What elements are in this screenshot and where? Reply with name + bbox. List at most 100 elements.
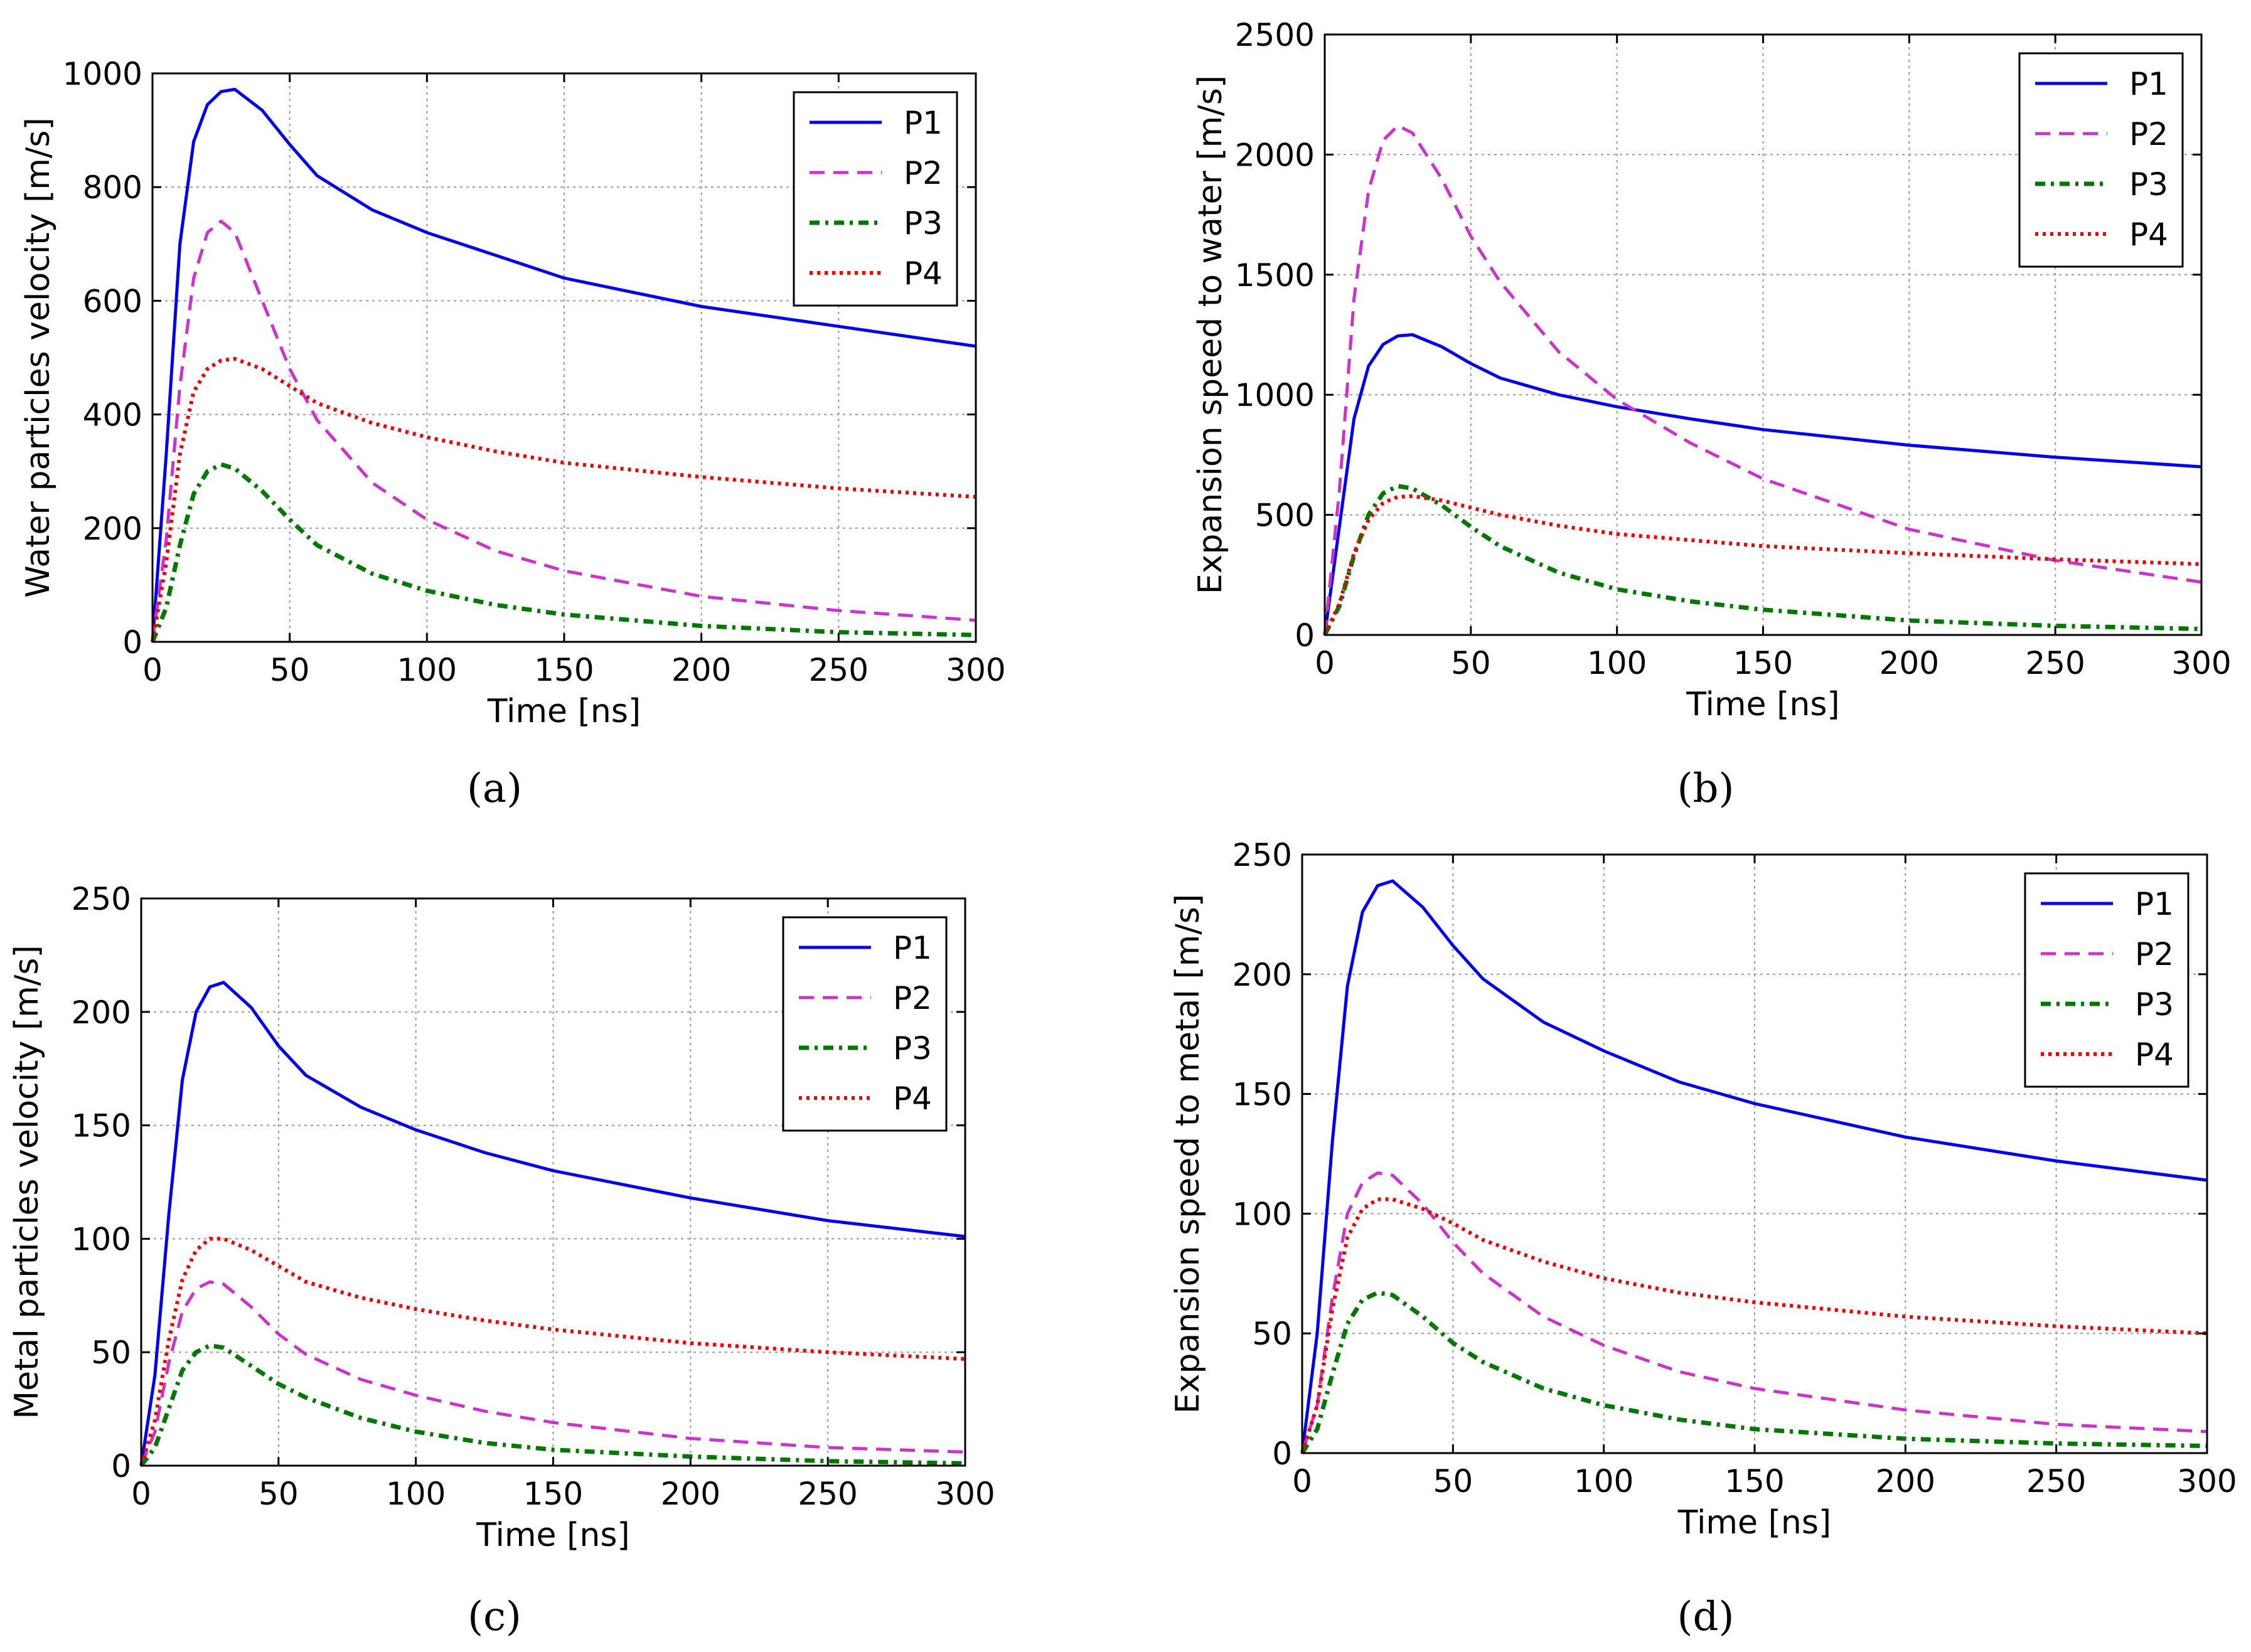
series-line-p4 [139, 1237, 966, 1466]
x-tick-label: 0 [1315, 645, 1335, 681]
series-line-p4 [151, 356, 976, 642]
x-tick-label: 300 [2177, 1463, 2237, 1500]
legend-label-p2: P2 [2135, 936, 2174, 973]
panel-a: 0 50 100 150 200 250 300 0 200 400 600 800 1000 Time … [19, 56, 1006, 730]
y-tick-label: 200 [72, 994, 131, 1031]
legend-label-p1: P1 [893, 930, 932, 966]
y-tick-label: 150 [1232, 1077, 1292, 1113]
series-line-p2 [151, 220, 976, 642]
legend-label-p4: P4 [2135, 1036, 2174, 1073]
x-tick-label: 100 [1574, 1463, 1633, 1500]
x-tick-label: 50 [259, 1476, 299, 1512]
x-tick-label: 250 [809, 652, 869, 688]
y-tick-label: 2500 [1235, 17, 1315, 53]
series-line-p1 [151, 87, 976, 642]
x-tick-label: 50 [270, 652, 310, 688]
series-line-p3 [1300, 1290, 2208, 1454]
legend-label-p3: P3 [893, 1030, 932, 1067]
y-axis-label: Expansion speed to water [m/s] [1192, 75, 1229, 594]
series-line-p1 [1300, 879, 2208, 1454]
x-tick-label: 200 [661, 1476, 720, 1512]
y-tick-label: 50 [91, 1335, 131, 1371]
y-tick-label: 1000 [1235, 377, 1315, 413]
legend-label-p2: P2 [893, 980, 932, 1016]
x-tick-label: 250 [2026, 1463, 2086, 1500]
legend-box [793, 91, 958, 307]
x-tick-label: 0 [142, 652, 163, 688]
legend-label-p2: P2 [2129, 116, 2168, 152]
x-tick-label: 200 [1879, 645, 1939, 681]
series-line-p4 [1323, 494, 2202, 636]
y-axis-label: Metal particles velocity [m/s] [8, 945, 46, 1419]
y-tick-label: 250 [72, 881, 131, 917]
x-tick-label: 300 [2171, 645, 2231, 681]
x-tick-label: 150 [523, 1476, 583, 1512]
x-tick-label: 250 [798, 1476, 857, 1512]
legend-label-p2: P2 [904, 155, 943, 191]
legend-box [782, 916, 948, 1132]
legend-label-p4: P4 [2129, 216, 2168, 253]
x-tick-label: 300 [935, 1476, 995, 1512]
legend-label-p1: P1 [2129, 66, 2168, 102]
series-line-p1 [1323, 333, 2202, 636]
y-tick-label: 800 [83, 169, 142, 206]
y-tick-label: 0 [1295, 617, 1315, 654]
y-tick-label: 100 [1232, 1196, 1292, 1232]
x-tick-label: 0 [131, 1476, 151, 1512]
y-axis-label: Water particles velocity [m/s] [19, 117, 57, 598]
x-tick-label: 0 [1292, 1463, 1312, 1500]
caption-d: (d) [1677, 1594, 1735, 1640]
legend-label-p3: P3 [2135, 986, 2174, 1023]
y-tick-label: 1500 [1235, 257, 1315, 294]
series-line-p2 [139, 1280, 966, 1466]
y-tick-label: 200 [1232, 957, 1292, 993]
x-tick-label: 300 [946, 652, 1005, 688]
x-axis-label: Time [ns] [1686, 686, 1839, 723]
series-line-p3 [139, 1343, 966, 1468]
legend-box [2024, 872, 2190, 1088]
x-axis-label: Time [ns] [476, 1516, 629, 1554]
series-line-p1 [139, 981, 966, 1466]
x-tick-label: 150 [1733, 645, 1793, 681]
x-axis-label: Time [ns] [487, 693, 641, 730]
caption-c: (c) [468, 1594, 521, 1640]
legend-label-p3: P3 [904, 205, 943, 242]
x-tick-label: 50 [1451, 645, 1491, 681]
caption-b: (b) [1677, 765, 1735, 812]
legend-label-p3: P3 [2129, 166, 2168, 203]
series-line-p2 [1323, 124, 2202, 636]
legend-box [2018, 52, 2184, 268]
panel-d: 0 50 100 150 200 250 300 0 50 100 150 200 250 Time [n… [1169, 837, 2237, 1542]
panel-b: 0 50 100 150 200 250 300 0 500 1000 1500 2000 2500 Ti… [1192, 17, 2232, 723]
x-tick-label: 50 [1433, 1463, 1473, 1500]
x-tick-label: 100 [386, 1476, 446, 1512]
y-tick-label: 150 [72, 1108, 131, 1144]
x-tick-label: 200 [671, 652, 731, 688]
y-tick-label: 100 [72, 1221, 131, 1257]
x-tick-label: 200 [1876, 1463, 1935, 1500]
y-tick-label: 0 [111, 1448, 131, 1484]
legend-label-p1: P1 [2135, 886, 2174, 922]
caption-a: (a) [467, 765, 522, 812]
y-tick-label: 0 [122, 624, 142, 661]
y-tick-label: 200 [83, 511, 142, 547]
y-axis-label: Expansion speed to metal [m/s] [1169, 894, 1207, 1414]
legend-label-p4: P4 [904, 255, 943, 292]
x-axis-label: Time [ns] [1677, 1504, 1831, 1542]
y-tick-label: 250 [1232, 837, 1292, 873]
y-tick-label: 0 [1272, 1436, 1292, 1472]
x-tick-label: 100 [397, 652, 457, 688]
y-tick-label: 600 [83, 283, 142, 319]
panel-c: 0 50 100 150 200 250 300 0 50 100 150 200 250 Time [n… [8, 881, 995, 1554]
x-tick-label: 150 [1724, 1463, 1784, 1500]
legend-label-p1: P1 [904, 105, 943, 141]
x-tick-label: 150 [534, 652, 594, 688]
y-tick-label: 400 [83, 397, 142, 434]
y-tick-label: 50 [1252, 1316, 1292, 1352]
legend-label-p4: P4 [893, 1080, 932, 1117]
series-line-p3 [150, 462, 976, 643]
x-tick-label: 250 [2025, 645, 2085, 681]
series-line-p4 [1300, 1197, 2208, 1454]
